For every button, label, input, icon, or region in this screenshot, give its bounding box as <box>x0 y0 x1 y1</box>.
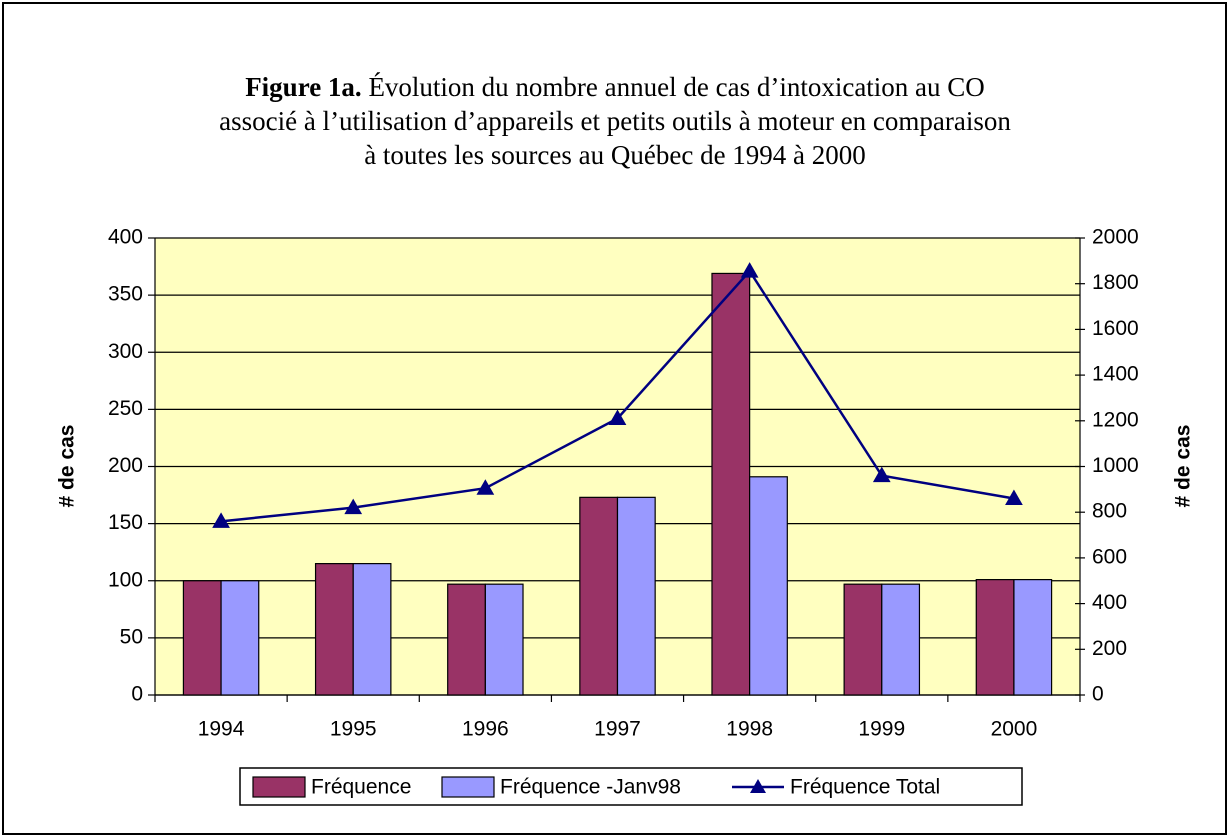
bar <box>579 496 619 696</box>
bar <box>975 579 1015 696</box>
legend-label: Fréquence -Janv98 <box>500 776 681 799</box>
x-tick-label: 1998 <box>726 718 773 741</box>
y-tick-label: 250 <box>108 397 143 420</box>
bar <box>447 583 486 696</box>
bar <box>220 580 260 696</box>
x-tick-label: 1996 <box>462 718 509 741</box>
y-tick-label: 50 <box>120 625 143 648</box>
y2-tick-label: 1400 <box>1092 363 1139 386</box>
y2-tick-label: 2000 <box>1092 226 1139 249</box>
legend-swatch <box>252 776 306 798</box>
y-axis-label: # de cas <box>56 425 79 508</box>
bar <box>843 583 883 696</box>
x-tick-label: 1999 <box>858 718 905 741</box>
line-marker <box>872 466 891 483</box>
bar <box>484 583 524 696</box>
y-tick-label: 100 <box>108 568 143 591</box>
y-tick-label: 200 <box>108 454 143 477</box>
bar <box>711 272 751 696</box>
y2-tick-label: 400 <box>1092 591 1127 614</box>
y-tick-label: 300 <box>108 340 143 363</box>
bar <box>616 496 656 696</box>
y2-tick-label: 200 <box>1092 637 1127 660</box>
y2-tick-label: 1000 <box>1092 454 1139 477</box>
y2-tick-label: 600 <box>1092 545 1127 568</box>
legend-label: Fréquence <box>311 776 411 799</box>
y2-tick-label: 1800 <box>1092 271 1139 294</box>
line-marker <box>740 262 759 278</box>
legend-label: Fréquence Total <box>790 776 940 799</box>
line-marker <box>1005 489 1023 505</box>
title-prefix: Figure 1a. <box>245 72 362 102</box>
x-tick-label: 1997 <box>594 718 641 741</box>
y-tick-label: 400 <box>108 226 143 249</box>
bar <box>749 476 788 696</box>
y2-tick-label: 0 <box>1092 683 1104 706</box>
line-marker <box>608 409 627 426</box>
y2-tick-label: 1600 <box>1092 317 1139 340</box>
chart-title: Figure 1a. Évolution du nombre annuel de… <box>245 72 985 102</box>
y-tick-label: 350 <box>108 283 143 306</box>
x-tick-label: 1994 <box>198 718 245 741</box>
bar <box>1013 579 1053 696</box>
bar <box>352 563 392 696</box>
line-marker <box>476 479 495 495</box>
bar <box>314 563 354 696</box>
y-tick-label: 0 <box>131 683 143 706</box>
legend-box <box>239 767 1023 806</box>
y-tick-label: 150 <box>108 511 143 534</box>
title-line: à toutes les sources au Québec de 1994 à… <box>364 140 866 170</box>
y2-tick-label: 800 <box>1092 500 1127 523</box>
y2-tick-label: 1200 <box>1092 408 1139 431</box>
legend-marker <box>750 779 766 793</box>
x-tick-label: 2000 <box>991 718 1038 741</box>
legend-swatch <box>441 776 495 798</box>
line-marker <box>344 498 363 515</box>
y2-axis-label: # de cas <box>1172 425 1195 508</box>
line-marker <box>212 512 230 528</box>
bar <box>881 583 921 696</box>
title-line: associé à l’utilisation d’appareils et p… <box>219 106 1011 136</box>
x-tick-label: 1995 <box>330 718 377 741</box>
bar <box>182 580 222 696</box>
title-line: Évolution du nombre annuel de cas d’into… <box>368 72 984 102</box>
